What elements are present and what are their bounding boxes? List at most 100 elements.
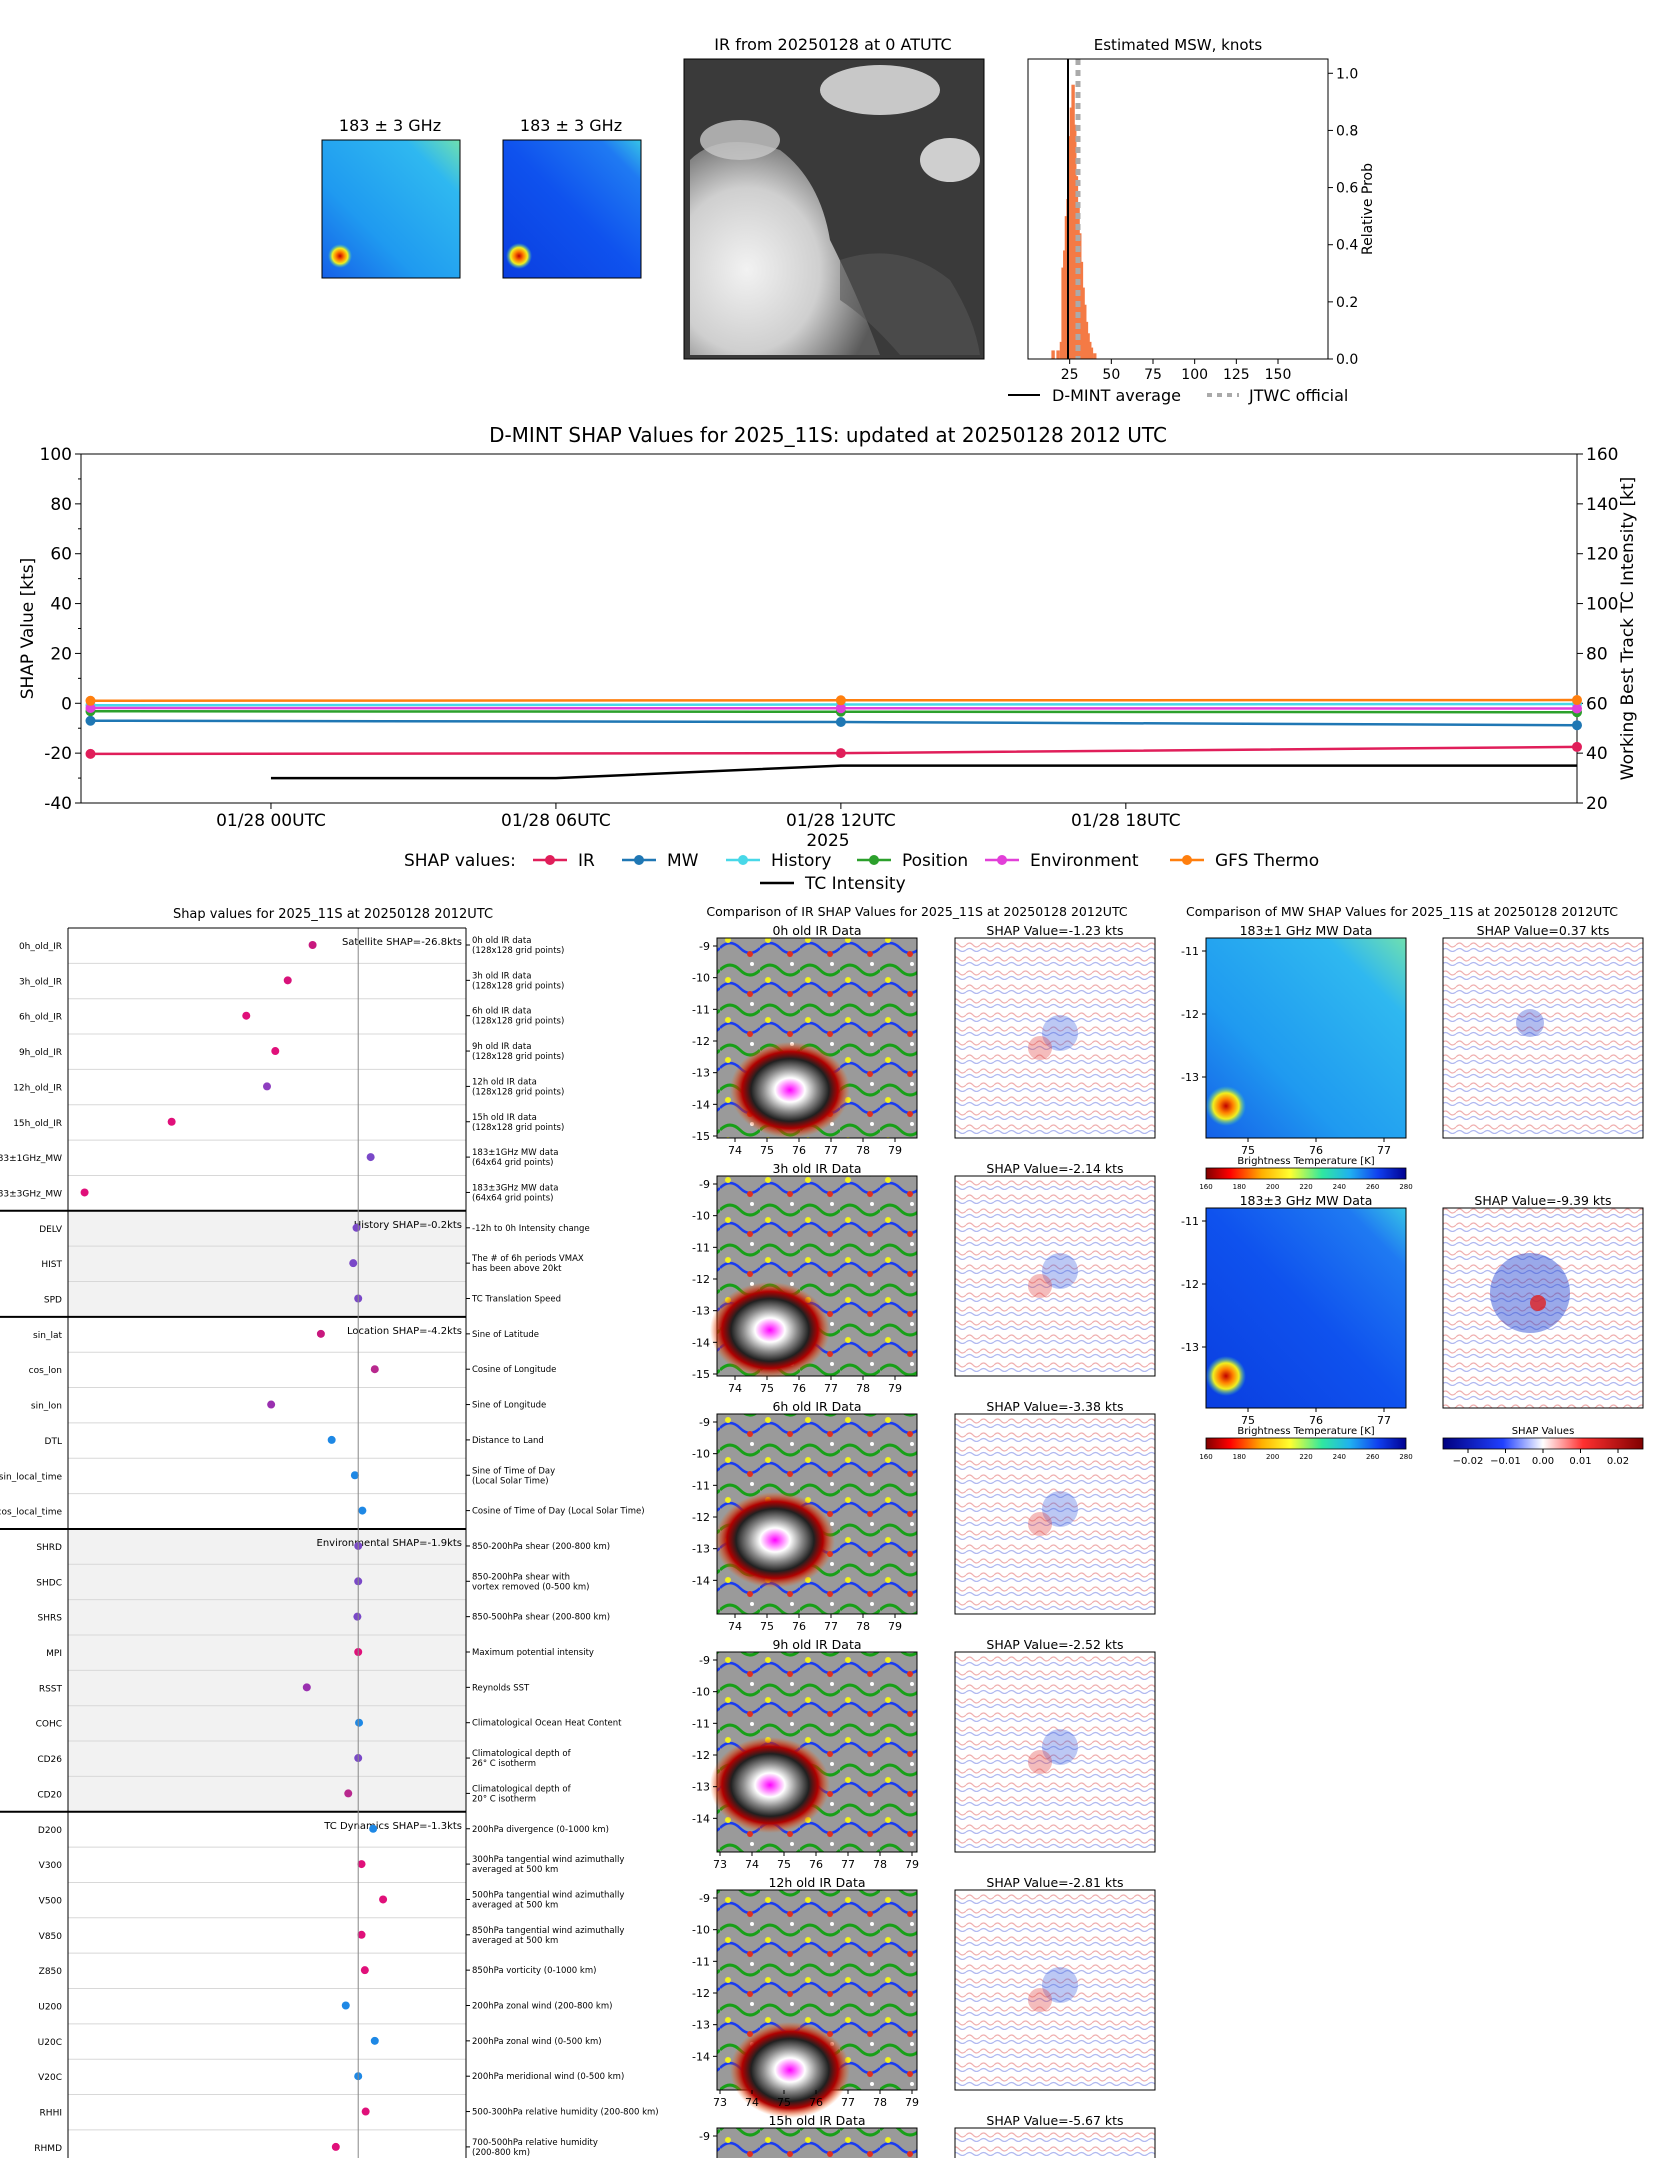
text-line: -12h to 0h Intensity change: [472, 1224, 590, 1234]
feature-shap-dot: [316, 1329, 325, 1338]
legend-label: GFS Thermo: [1215, 851, 1319, 871]
feature-name: D200: [38, 1826, 62, 1836]
mw-ytick-label: -12: [1181, 1278, 1199, 1291]
text-line: 200hPa divergence (0-1000 km): [472, 1825, 609, 1835]
shap-time-ytick-label: -20: [44, 744, 72, 764]
feature-shap-dot: [370, 1365, 379, 1374]
shap-time-ytick-label: 80: [50, 495, 72, 515]
text-line: Climatological depth of: [472, 1749, 572, 1759]
feature-shap-dot: [349, 1259, 358, 1268]
feature-description: Sine of Latitude: [472, 1330, 539, 1340]
mw-xtick-label: 75: [1241, 1144, 1255, 1157]
mw-ytick-label: -11: [1181, 1215, 1199, 1228]
feature-shap-dot: [167, 1117, 176, 1126]
ir-ytick-label: -9: [699, 1178, 710, 1191]
feature-description: Cosine of Time of Day (Local Solar Time): [472, 1507, 645, 1517]
ir-ytick-label: -11: [692, 1717, 710, 1730]
series-point-mw: [85, 715, 96, 726]
text-line: Maximum potential intensity: [472, 1648, 594, 1658]
brightness-colorbar-tick: 220: [1299, 1453, 1312, 1461]
shap-image: [954, 1889, 1156, 2091]
mw-shap-hotspot: [1516, 1009, 1544, 1037]
text-line: (128x128 grid points): [472, 1052, 564, 1062]
text-line: 183±1GHz MW data: [472, 1148, 558, 1158]
feature-shap-dot: [271, 1047, 280, 1056]
feature-description: 0h old IR data (128x128 grid points): [472, 936, 564, 956]
mw2-title: 183 ± 3 GHz: [520, 116, 622, 135]
ir-panel-label: 6h old IR Data: [772, 1399, 861, 1414]
legend-marker: [997, 855, 1007, 865]
feature-shap-dot: [358, 1506, 367, 1515]
ir-xtick-label: 76: [809, 1858, 823, 1871]
legend-marker: [634, 855, 644, 865]
feature-shap-dot: [308, 941, 317, 949]
mw-comparison-title: Comparison of MW SHAP Values for 2025_11…: [1186, 904, 1618, 919]
series-point-environment: [85, 703, 96, 714]
feature-name: 183±1GHz_MW: [0, 1154, 62, 1164]
ir-xtick-label: 73: [713, 2096, 727, 2109]
feature-name: SHRD: [36, 1543, 62, 1553]
feature-shap-dot: [361, 2107, 370, 2116]
ir-ytick-label: -11: [692, 1003, 710, 1016]
msw-xtick-label: 100: [1181, 367, 1208, 383]
ir-ytick-label: -15: [692, 1368, 710, 1381]
text-line: Climatological Ocean Heat Content: [472, 1719, 622, 1729]
ir-ytick-label: -13: [692, 2019, 710, 2032]
brightness-colorbar-tick: 200: [1266, 1453, 1279, 1461]
series-line-position: [90, 710, 1578, 714]
feature-description: TC Translation Speed: [471, 1295, 561, 1305]
feature-description: 300hPa tangential wind azimuthally averag…: [472, 1855, 624, 1875]
ir-xtick-label: 78: [873, 1858, 887, 1871]
text-line: 300hPa tangential wind azimuthally: [472, 1855, 624, 1865]
ir-xtick-label: 74: [745, 1858, 759, 1871]
feature-description: 200hPa meridional wind (0-500 km): [472, 2072, 624, 2082]
mw2-hotspot: [506, 243, 532, 269]
feature-name: SPD: [44, 1296, 62, 1306]
text-line: 500hPa tangential wind azimuthally: [472, 1890, 624, 1900]
top-panels: 183 ± 3 GHz 183 ± 3 GHz IR from 20250128 a…: [321, 35, 985, 360]
text-line: Sine of Time of Day: [472, 1466, 555, 1476]
ir-ytick-label: -11: [692, 1241, 710, 1254]
ir-xtick-label: 77: [841, 1858, 855, 1871]
shap-time-ylabel: SHAP Value [kts]: [18, 558, 38, 700]
feature-shap-dot: [369, 1824, 378, 1833]
feature-description: 200hPa zonal wind (200-800 km): [472, 2002, 612, 2012]
feature-name: RHMD: [34, 2144, 62, 2154]
ir-ytick-label: -9: [699, 1416, 710, 1429]
ir-ytick-label: -11: [692, 1479, 710, 1492]
feature-description: 850-500hPa shear (200-800 km): [472, 1613, 610, 1623]
text-line: averaged at 500 km: [472, 1936, 558, 1946]
mw-xtick-label: 76: [1309, 1144, 1323, 1157]
group-title: History SHAP=-0.2kts: [354, 1220, 462, 1231]
legend-jtwc-label: JTWC official: [1248, 386, 1348, 405]
brightness-colorbar-tick: 280: [1399, 1453, 1412, 1461]
text-line: averaged at 500 km: [472, 1865, 558, 1875]
feature-name: V300: [39, 1861, 63, 1871]
mw-ytick-label: -13: [1181, 1071, 1199, 1084]
text-line: Cosine of Longitude: [472, 1365, 556, 1375]
text-line: 700-500hPa relative humidity: [472, 2138, 598, 2148]
feature-name: sin_lat: [33, 1331, 62, 1341]
shap-time-xtick-label: 01/28 18UTC: [1071, 811, 1181, 831]
series-point-ir: [85, 748, 96, 759]
mw-xtick-label: 76: [1309, 1414, 1323, 1427]
feature-description: 183±3GHz MW data (64x64 grid points): [472, 1183, 558, 1203]
ir-storm-core: [730, 1042, 850, 1138]
text-line: 3h old IR data: [472, 971, 531, 981]
group-title: Environmental SHAP=-1.9kts: [317, 1538, 463, 1549]
ir-ytick-label: -10: [692, 1686, 710, 1699]
text-line: Reynolds SST: [472, 1683, 530, 1693]
text-line: (64x64 grid points): [472, 1158, 553, 1168]
shap-time-xtick-label: 01/28 00UTC: [216, 811, 326, 831]
shap-image: [954, 937, 1156, 1139]
feature-shap-dot: [353, 1612, 362, 1621]
feature-name: V850: [39, 1932, 63, 1942]
text-line: 20° C isotherm: [472, 1794, 536, 1804]
feature-description: 850hPa vorticity (0-1000 km): [472, 1966, 596, 1976]
ir-cloud-shape: [820, 65, 940, 115]
ir-storm-core: [710, 1282, 830, 1378]
feature-name: SHDC: [36, 1578, 62, 1588]
feature-name: 6h_old_IR: [19, 1013, 62, 1023]
shap-time-y2tick-label: 40: [1586, 744, 1608, 764]
